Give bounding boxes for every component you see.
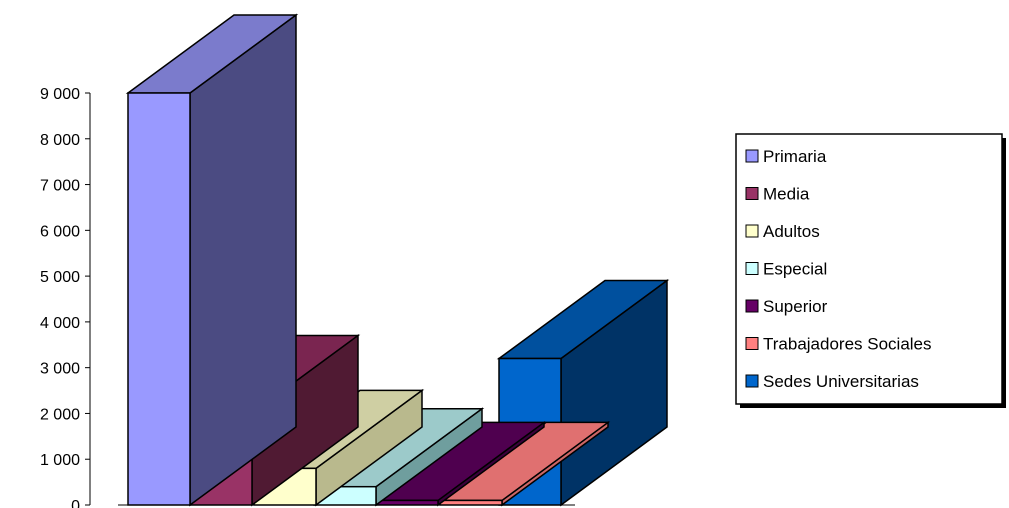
y-tick-label: 9 000	[40, 86, 80, 103]
legend-swatch	[745, 299, 759, 313]
legend-label: Superior	[763, 297, 828, 316]
y-tick-label: 2 000	[40, 406, 80, 423]
y-tick-label: 4 000	[40, 315, 80, 332]
legend-swatch	[745, 224, 759, 238]
legend-label: Primaria	[763, 147, 827, 166]
y-tick-label: 3 000	[40, 361, 80, 378]
y-tick-label: 8 000	[40, 132, 80, 149]
y-tick-label: 5 000	[40, 269, 80, 286]
legend-swatch	[745, 262, 759, 275]
bar-side-face	[189, 13, 297, 507]
legend-label: Trabajadores Sociales	[763, 335, 932, 354]
legend-label: Sedes Universitarias	[763, 372, 919, 391]
legend-label: Media	[763, 185, 810, 204]
bar-trabajadores-sociales	[437, 420, 611, 507]
bar-front-face	[439, 499, 503, 506]
y-tick-label: 6 000	[40, 223, 80, 240]
y-tick-label: 7 000	[40, 178, 80, 195]
y-axis: 0 1 000 2 000 3 000 4 000 5 000 6 000 7 000 8 00…	[40, 86, 91, 508]
legend-swatch	[745, 337, 759, 350]
bar-front-face	[375, 499, 439, 506]
legend-label: Adultos	[763, 222, 820, 241]
y-tick-label: 1 000	[40, 452, 80, 469]
legend: Primaria Media Adultos Especial Superior Trab…	[735, 133, 1006, 408]
legend-box	[735, 133, 1003, 405]
bar-front-face	[127, 92, 191, 506]
y-tick-label: 0	[71, 498, 80, 508]
legend-swatch	[745, 374, 759, 388]
legend-swatch	[745, 149, 759, 163]
bar-primaria	[125, 13, 299, 507]
legend-swatch	[745, 187, 759, 200]
bars	[118, 13, 670, 507]
legend-label: Especial	[763, 260, 827, 279]
